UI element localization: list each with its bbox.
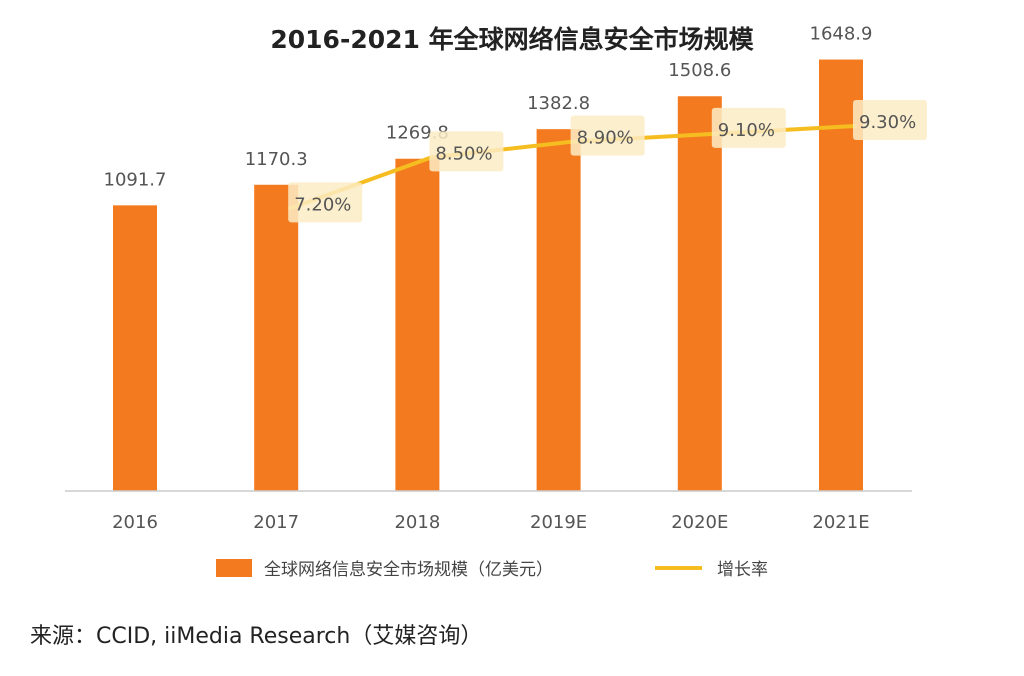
bar-2018 xyxy=(395,158,440,492)
bar-label-2017: 1170.3 xyxy=(245,149,308,170)
rate-label-bg-2021E xyxy=(853,99,927,140)
bar-2017 xyxy=(254,184,299,492)
legend-line-label: 增长率 xyxy=(717,560,768,580)
rate-label-bg-2017 xyxy=(288,182,363,223)
legend-bar-label: 全球网络信息安全市场规模（亿美元） xyxy=(264,560,553,580)
rate-label-2020E: 9.10% xyxy=(718,120,775,141)
x-tick-2018: 2018 xyxy=(394,512,440,533)
legend: 全球网络信息安全市场规模（亿美元） 增长率 xyxy=(216,559,768,580)
rate-label-2019E: 8.90% xyxy=(577,128,634,149)
rate-line-group: 7.20% 8.50% 8.90% 9.10% 9.30% xyxy=(288,99,927,223)
bar-label-2021E: 1648.9 xyxy=(810,24,873,45)
x-tick-2016: 2016 xyxy=(112,512,158,533)
bar-2020E xyxy=(677,96,722,491)
x-tick-2019E: 2019E xyxy=(530,512,587,533)
rate-label-bg-2020E xyxy=(711,107,786,148)
rate-label-bg-2019E xyxy=(570,115,645,156)
source-note: 来源：CCID, iiMedia Research（艾媒咨询） xyxy=(30,624,482,649)
bar-label-2020E: 1508.6 xyxy=(668,60,731,81)
x-tick-2020E: 2020E xyxy=(671,512,728,533)
rate-label-2021E: 9.30% xyxy=(859,112,916,133)
chart-title: 2016-2021 年全球网络信息安全市场规模 xyxy=(270,25,754,54)
legend-bar-swatch xyxy=(216,559,252,577)
bar-2016 xyxy=(113,205,157,491)
rate-label-2017: 7.20% xyxy=(294,194,351,215)
bar-2019E xyxy=(536,129,581,491)
bar-label-2016: 1091.7 xyxy=(104,169,167,190)
rate-label-2018: 8.50% xyxy=(435,143,492,164)
x-tick-2021E: 2021E xyxy=(812,512,869,533)
x-ticks-group: 2016 2017 2018 2019E 2020E 2021E xyxy=(112,512,870,533)
rate-label-bg-2018 xyxy=(429,131,504,172)
bar-label-2019E: 1382.8 xyxy=(527,93,590,114)
x-tick-2017: 2017 xyxy=(253,512,299,533)
